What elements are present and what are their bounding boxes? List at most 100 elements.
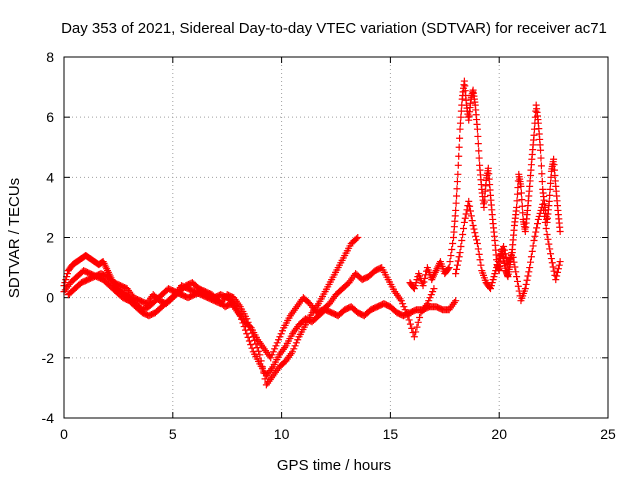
data-point [416,314,424,322]
data-point [456,249,464,257]
data-point [447,252,455,260]
data-point [457,243,465,251]
data-point [538,170,546,178]
data-point [452,199,460,207]
data-point [403,309,411,317]
data-point [247,341,255,349]
data-point [456,125,464,133]
data-point [460,224,468,232]
data-point [245,337,253,345]
data-point [489,276,497,284]
data-point [288,348,296,356]
data-point [541,218,549,226]
data-point [513,197,521,205]
data-point [554,268,562,276]
data-point [540,212,548,220]
data-point [538,178,546,186]
data-point [546,191,554,199]
data-point [401,306,409,314]
data-point [539,200,547,208]
data-point [62,276,70,284]
data-point [547,179,555,187]
data-point [543,230,551,238]
y-tick-label: -4 [42,410,55,426]
data-point [490,273,498,281]
data-point [493,264,501,272]
data-point [533,220,541,228]
data-point [294,336,302,344]
y-tick-label: 0 [46,290,54,306]
data-point [494,258,502,266]
data-point [475,250,483,258]
data-point [508,249,516,257]
data-point [537,154,545,162]
data-point [452,206,460,214]
data-point [518,196,526,204]
data-point [545,240,553,248]
data-point [556,227,564,235]
data-point [514,184,522,192]
data-point [556,258,564,266]
data-point [544,235,552,243]
data-point [513,190,521,198]
y-tick-label: 4 [46,169,54,185]
data-point [549,263,557,271]
data-point [471,229,479,237]
data-point [461,214,469,222]
data-point [410,285,418,293]
data-point [546,185,554,193]
chart-title: Day 353 of 2021, Sidereal Day-to-day VTE… [61,20,607,37]
data-point [501,250,509,258]
data-point [452,270,460,278]
data-point [423,300,431,308]
data-point [411,282,419,290]
data-point [540,206,548,214]
data-point [527,253,535,261]
data-point [533,224,541,232]
data-point [475,147,483,155]
data-point [419,282,427,290]
data-point [554,265,562,273]
data-point [519,209,527,217]
data-point [257,357,265,365]
data-point [517,189,525,197]
data-point [453,265,461,273]
data-point [477,261,485,269]
data-point [456,134,464,142]
x-tick-label: 25 [600,426,616,442]
data-point [413,323,421,331]
data-point [408,324,416,332]
data-point [410,333,418,341]
data-point [453,261,461,269]
data-point [246,323,254,331]
data-point [400,303,408,311]
data-point [453,178,461,186]
data-point [404,312,412,320]
x-tick-label: 10 [274,426,290,442]
data-point [518,202,526,210]
data-point [455,253,463,261]
data-point [524,272,532,280]
data-point [354,234,362,241]
plot-frame [63,56,609,419]
data-point [523,276,531,284]
data-point [63,270,71,278]
data-point [550,267,558,275]
data-point [529,242,537,250]
data-point [454,170,462,178]
data-point [473,125,481,133]
data-point [511,263,519,271]
data-point [429,288,437,296]
data-point [269,348,277,356]
data-point [453,185,461,193]
data-point [459,230,467,238]
data-point [517,182,525,190]
data-point [536,209,544,217]
data-point [414,318,422,326]
data-point [427,291,435,299]
data-point [469,221,477,229]
data-point [454,161,462,169]
data-points [60,77,564,389]
data-point [534,215,542,223]
